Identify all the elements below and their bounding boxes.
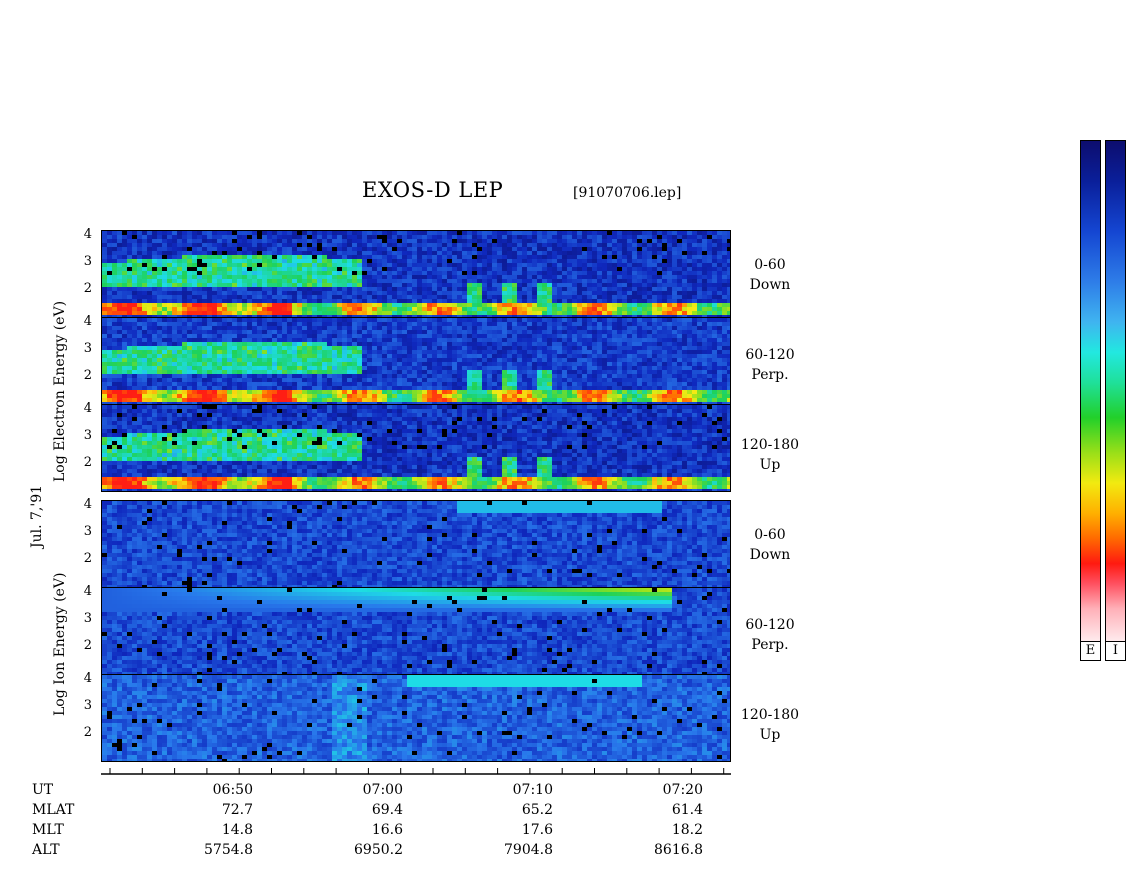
panel-label-ion-down: 0-60 Down bbox=[749, 527, 791, 563]
info-value-mlat: 65.2 bbox=[521, 802, 553, 818]
ytick-label: 4 bbox=[83, 227, 92, 242]
ytick-label: 2 bbox=[83, 638, 92, 653]
date-label: Jul. 7,'91 bbox=[29, 484, 45, 548]
ytick-label: 4 bbox=[83, 314, 92, 329]
spectrogram-panel-ion-down bbox=[101, 500, 731, 588]
chart-title: EXOS-D LEP bbox=[362, 178, 504, 202]
info-value-mlt: 16.6 bbox=[371, 822, 403, 838]
colorbar-ion bbox=[1105, 140, 1126, 645]
info-value-mlt: 17.6 bbox=[521, 822, 553, 838]
ytick-label: 3 bbox=[83, 254, 92, 269]
spectrogram-panel-electron-down bbox=[101, 230, 731, 318]
info-value-mlat: 72.7 bbox=[221, 802, 253, 818]
ytick-label: 4 bbox=[83, 497, 92, 512]
info-value-mlat: 61.4 bbox=[671, 802, 703, 818]
colorbar-electron bbox=[1080, 140, 1101, 645]
colorbar-label-ion: I bbox=[1105, 641, 1126, 661]
colorbar-label-electron: E bbox=[1080, 641, 1101, 661]
spectrogram-panel-electron-up bbox=[101, 404, 731, 492]
file-label: [91070706.lep] bbox=[573, 185, 682, 201]
panel-label-ion-up: 120-180 Up bbox=[740, 707, 800, 743]
info-value-ut: 07:20 bbox=[662, 782, 703, 798]
info-label-mlat: MLAT bbox=[32, 802, 75, 818]
panel-label-electron-up: 120-180 Up bbox=[740, 437, 800, 473]
ytick-label: 2 bbox=[83, 368, 92, 383]
info-value-ut: 06:50 bbox=[212, 782, 253, 798]
spectrogram-panel-ion-up bbox=[101, 674, 731, 762]
electron-ylabel: Log Electron Energy (eV) bbox=[52, 300, 68, 482]
ytick-label: 3 bbox=[83, 341, 92, 356]
info-label-alt: ALT bbox=[32, 842, 60, 858]
ytick-label: 2 bbox=[83, 725, 92, 740]
ytick-label: 2 bbox=[83, 551, 92, 566]
panel-label-electron-perp: 60-120 Perp. bbox=[745, 347, 795, 383]
info-value-mlat: 69.4 bbox=[371, 802, 403, 818]
info-value-alt: 5754.8 bbox=[204, 842, 253, 858]
panel-label-ion-perp: 60-120 Perp. bbox=[745, 617, 795, 653]
ytick-label: 4 bbox=[83, 671, 92, 686]
info-value-alt: 8616.8 bbox=[654, 842, 703, 858]
info-value-alt: 6950.2 bbox=[354, 842, 403, 858]
info-value-ut: 07:10 bbox=[512, 782, 553, 798]
ytick-label: 3 bbox=[83, 524, 92, 539]
info-value-mlt: 14.8 bbox=[221, 822, 253, 838]
ion-ylabel: Log Ion Energy (eV) bbox=[52, 572, 68, 716]
ytick-label: 3 bbox=[83, 428, 92, 443]
info-label-ut: UT bbox=[32, 782, 54, 798]
ytick-label: 3 bbox=[83, 611, 92, 626]
spectrogram-panel-ion-perp bbox=[101, 587, 731, 675]
panel-label-electron-down: 0-60 Down bbox=[749, 257, 791, 293]
ytick-label: 4 bbox=[83, 584, 92, 599]
spectrogram-panel-electron-perp bbox=[101, 317, 731, 405]
info-label-mlt: MLT bbox=[32, 822, 64, 838]
info-value-ut: 07:00 bbox=[362, 782, 403, 798]
ytick-label: 2 bbox=[83, 455, 92, 470]
info-value-mlt: 18.2 bbox=[671, 822, 703, 838]
time-axis bbox=[101, 768, 731, 775]
ytick-label: 4 bbox=[83, 401, 92, 416]
ytick-label: 2 bbox=[83, 281, 92, 296]
ytick-label: 3 bbox=[83, 698, 92, 713]
info-value-alt: 7904.8 bbox=[504, 842, 553, 858]
